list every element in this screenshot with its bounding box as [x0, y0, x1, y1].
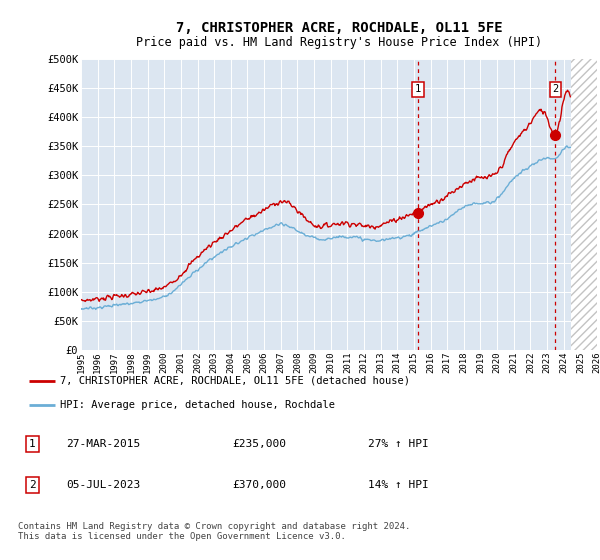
Text: 2: 2 — [552, 85, 559, 95]
Text: 1: 1 — [415, 85, 421, 95]
Text: 1: 1 — [29, 438, 35, 449]
Bar — [571, 59, 597, 350]
Text: 27-MAR-2015: 27-MAR-2015 — [66, 438, 140, 449]
Text: 7, CHRISTOPHER ACRE, ROCHDALE, OL11 5FE: 7, CHRISTOPHER ACRE, ROCHDALE, OL11 5FE — [176, 21, 502, 35]
Text: £370,000: £370,000 — [232, 480, 286, 489]
Bar — [571, 59, 597, 350]
Text: 7, CHRISTOPHER ACRE, ROCHDALE, OL11 5FE (detached house): 7, CHRISTOPHER ACRE, ROCHDALE, OL11 5FE … — [60, 376, 410, 386]
Text: £235,000: £235,000 — [232, 438, 286, 449]
Text: 05-JUL-2023: 05-JUL-2023 — [66, 480, 140, 489]
Text: HPI: Average price, detached house, Rochdale: HPI: Average price, detached house, Roch… — [60, 400, 335, 409]
Text: Contains HM Land Registry data © Crown copyright and database right 2024.
This d: Contains HM Land Registry data © Crown c… — [18, 522, 410, 542]
Text: Price paid vs. HM Land Registry's House Price Index (HPI): Price paid vs. HM Land Registry's House … — [136, 36, 542, 49]
Text: 27% ↑ HPI: 27% ↑ HPI — [368, 438, 428, 449]
Text: 14% ↑ HPI: 14% ↑ HPI — [368, 480, 428, 489]
Text: 2: 2 — [29, 480, 35, 489]
